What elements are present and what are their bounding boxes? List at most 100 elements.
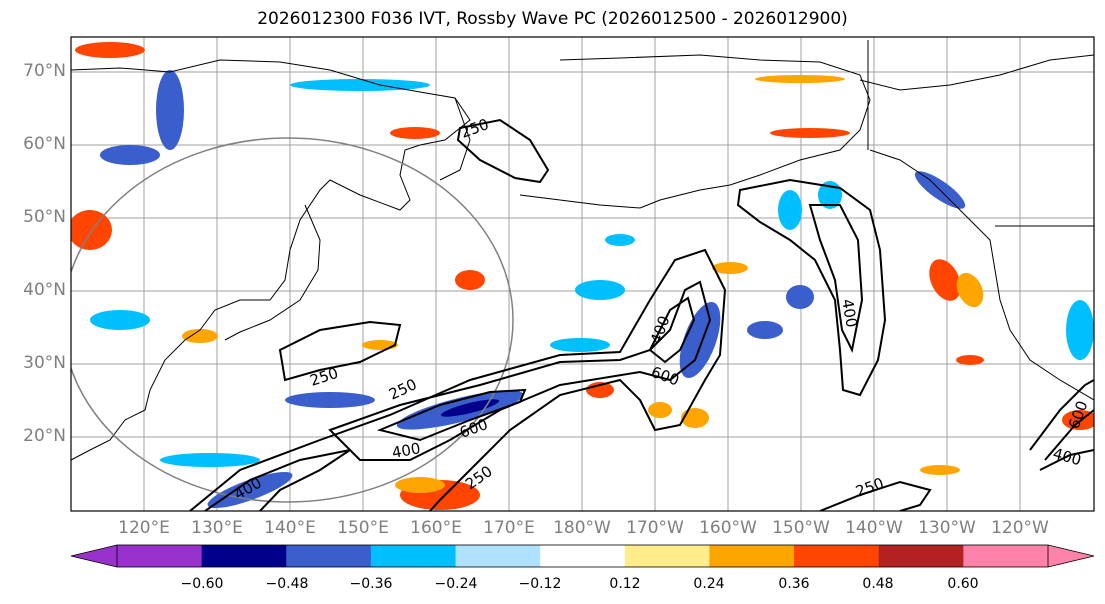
lat-label: 60°N [23, 134, 66, 154]
negative-anomaly [156, 70, 184, 150]
colorbar-tick-label: −0.24 [434, 576, 478, 592]
negative-anomaly [285, 392, 375, 408]
negative-anomaly [575, 280, 625, 300]
colorbar-tick-label: −0.12 [518, 576, 562, 592]
colorbar-segment [794, 545, 880, 567]
lat-label: 40°N [23, 280, 66, 300]
colorbar-segment [117, 545, 203, 567]
colorbar-tick-label: 0.48 [862, 576, 894, 592]
ivt-contour-250 [278, 320, 402, 382]
positive-anomaly [712, 262, 748, 274]
negative-anomaly [207, 471, 293, 509]
lon-label: 130°E [191, 518, 243, 538]
ivt-contour-250 [819, 480, 932, 511]
contour-label: 250 [853, 474, 886, 501]
negative-anomaly [778, 190, 802, 230]
contour-label: 400 [391, 439, 422, 462]
colorbar-outline [116, 544, 1049, 568]
colorbar-segment [709, 545, 795, 567]
colorbar-segment [201, 545, 287, 567]
positive-anomaly [770, 128, 850, 138]
positive-anomaly [362, 340, 398, 350]
positive-anomaly [455, 270, 485, 290]
lon-label: 170°E [483, 518, 535, 538]
ivt-contour-400 [1044, 409, 1094, 461]
ivt-contour-400 [1039, 449, 1094, 471]
positive-anomaly [929, 259, 961, 301]
ivt-contour-250 [736, 178, 887, 397]
lon-label: 160°E [410, 518, 462, 538]
negative-anomaly [100, 145, 160, 165]
positive-anomaly [75, 42, 145, 58]
lon-label: 170°W [626, 518, 684, 538]
lat-label: 30°N [23, 353, 66, 373]
lon-label: 130°W [918, 518, 976, 538]
pc-shading [71, 42, 1094, 510]
rossby-wave-circle [71, 137, 514, 503]
lon-label: 140°W [845, 518, 903, 538]
north-america-coastline [869, 149, 1094, 401]
lon-label: 150°E [337, 518, 389, 538]
ivt-contour-250 [456, 118, 550, 184]
negative-anomaly [440, 399, 500, 417]
colorbar-segment [878, 545, 964, 567]
positive-anomaly [1062, 410, 1094, 430]
negative-anomaly [747, 321, 783, 339]
asia-coastline [71, 59, 471, 461]
negative-anomaly [160, 453, 260, 467]
colorbar-tick-label: −0.48 [265, 576, 309, 592]
kamchatka [439, 97, 471, 181]
lat-label: 20°N [23, 426, 66, 446]
contour-label: 400 [1051, 444, 1083, 469]
colorbar-tick-label: 0.36 [778, 576, 810, 592]
lon-label: 120°E [118, 518, 170, 538]
lon-label: 150°W [772, 518, 830, 538]
colorbar-tick-label: −0.36 [349, 576, 393, 592]
contour-label: 600 [649, 363, 682, 390]
ivt-contour-400 [808, 204, 864, 354]
ivt-contour-250 [1029, 379, 1094, 451]
colorbar [70, 544, 1095, 568]
ivt-contour-400 [328, 280, 712, 461]
ivt-contour-400 [204, 449, 351, 511]
contour-label: 400 [838, 298, 861, 329]
colorbar-extend-left [71, 545, 117, 567]
negative-anomaly [605, 234, 635, 246]
contour-label: 250 [386, 375, 420, 403]
map-frame [70, 36, 1095, 512]
arctic-coast [859, 54, 1094, 91]
negative-anomaly [786, 285, 814, 309]
map-canvas: 250 250 250 250 400 400 400 400 600 600 … [71, 37, 1094, 511]
colorbar-tick-label: −0.60 [180, 576, 224, 592]
negative-anomaly [90, 310, 150, 330]
positive-anomaly [182, 329, 218, 343]
colorbar-outline-tips [1047, 544, 1095, 568]
positive-anomaly [956, 355, 984, 365]
ivt-contour-600 [648, 296, 696, 364]
aleutians [519, 194, 641, 209]
contour-label: 250 [458, 115, 491, 142]
ivt-contour-600 [376, 388, 527, 442]
contour-labels: 250 250 250 250 400 400 400 400 600 600 … [231, 115, 1092, 503]
positive-anomaly [755, 75, 845, 83]
lat-label: 50°N [23, 207, 66, 227]
contour-label: 250 [308, 364, 341, 390]
negative-anomaly [1066, 300, 1094, 360]
negative-anomaly [550, 338, 610, 352]
colorbar-tick-label: 0.12 [609, 576, 641, 592]
negative-anomaly [679, 302, 721, 378]
positive-anomaly [956, 272, 984, 308]
colorbar-extend-right [1048, 545, 1094, 567]
lon-label: 120°W [991, 518, 1049, 538]
map-title: 2026012300 F036 IVT, Rossby Wave PC (202… [257, 9, 848, 29]
lat-label: 70°N [23, 61, 66, 81]
positive-anomaly [71, 210, 112, 250]
positive-anomaly [681, 408, 709, 428]
colorbar-segment [286, 545, 372, 567]
colorbar-segment [370, 545, 457, 567]
lon-label: 140°E [264, 518, 316, 538]
positive-anomaly [920, 465, 960, 475]
positive-anomaly [395, 477, 445, 493]
colorbar-tick-label: 0.60 [947, 576, 979, 592]
